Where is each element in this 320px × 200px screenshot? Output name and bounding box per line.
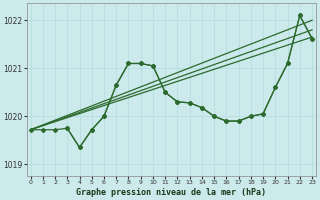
X-axis label: Graphe pression niveau de la mer (hPa): Graphe pression niveau de la mer (hPa): [76, 188, 266, 197]
